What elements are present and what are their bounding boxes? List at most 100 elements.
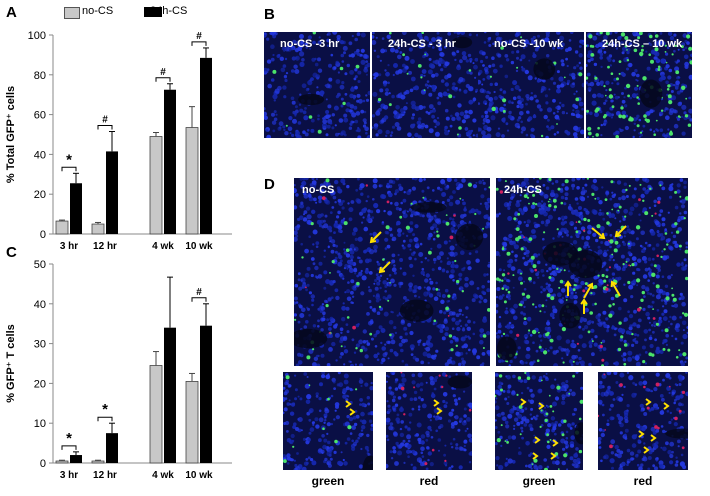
bar-24h-cs: [164, 327, 176, 463]
micrograph-d-caption: green: [522, 474, 556, 488]
y-tick-label: 40: [34, 299, 46, 311]
significance-bracket: [61, 166, 77, 172]
yellow-arrowhead: [587, 282, 594, 290]
significance-bracket: [191, 41, 207, 46]
bar-24h-cs: [70, 455, 82, 463]
bar-no-cs: [149, 136, 163, 235]
micrograph-texture: [294, 178, 490, 366]
yellow-chevron: [552, 439, 559, 447]
bar-24h-cs: [200, 57, 212, 235]
micrograph-texture: [495, 372, 583, 470]
yellow-chevron: [436, 407, 443, 415]
micrograph-b-label: no-CS -3 hr: [280, 38, 340, 50]
yellow-chevron: [349, 408, 356, 416]
micrograph-texture: [264, 32, 370, 138]
micrograph-d-no-cs: no-CS: [294, 178, 490, 366]
micrograph-d-label: 24h-CS: [504, 184, 542, 196]
significance-bracket: [97, 416, 113, 422]
y-tick-label: 0: [40, 458, 46, 470]
legend-label-24h-cs: 24h-CS: [150, 5, 188, 17]
micrograph-d-24h-cs: 24h-CS: [496, 178, 688, 366]
arrowhead-overlay: [520, 398, 559, 460]
y-tick-label: 0: [40, 229, 46, 241]
yellow-arrowhead: [598, 232, 606, 240]
significance-marker: *: [66, 151, 72, 168]
category-label: 12 hr: [93, 470, 117, 480]
yellow-arrowhead: [564, 280, 572, 287]
bar-no-cs: [55, 220, 69, 235]
significance-marker: *: [66, 430, 72, 447]
micrograph-b-4: 24h-CS – 10 wk: [586, 32, 692, 138]
yellow-arrow: [379, 261, 391, 273]
micrograph-d-label: no-CS: [302, 184, 335, 196]
bar-24h-cs: [70, 183, 82, 234]
category-label: 3 hr: [60, 241, 78, 250]
arrowhead-overlay: [638, 398, 670, 454]
category-label: 3 hr: [60, 470, 78, 480]
y-axis-label: % Total GFP⁺ cells: [5, 86, 17, 183]
significance-marker: #: [102, 115, 108, 126]
micrograph-b-label: no-CS -10 wk: [494, 38, 564, 50]
significance-marker: #: [160, 67, 166, 78]
yellow-arrowhead: [614, 230, 622, 238]
yellow-chevron: [638, 430, 645, 438]
bar-24h-cs: [106, 433, 118, 463]
yellow-chevron: [663, 402, 670, 410]
bar-24h-cs: [200, 325, 212, 463]
micrograph-d-small-1: [283, 372, 373, 470]
significance-bracket: [155, 77, 171, 82]
micrograph-texture: [283, 372, 373, 470]
micrograph-d-small-3: [495, 372, 583, 470]
arrow-overlay: [369, 231, 391, 274]
yellow-arrow: [370, 231, 382, 243]
legend-swatch-24h-cs: [144, 7, 162, 17]
yellow-chevron: [345, 400, 352, 408]
yellow-arrow: [611, 281, 621, 297]
legend-swatch-no-cs: [64, 7, 80, 19]
yellow-chevron: [550, 452, 557, 460]
arrowhead-overlay: [345, 400, 356, 416]
significance-bracket: [61, 445, 77, 450]
y-tick-label: 80: [34, 70, 46, 82]
bar-no-cs: [149, 365, 163, 464]
yellow-arrow: [591, 227, 605, 239]
bar-no-cs: [55, 460, 69, 464]
significance-bracket: [97, 125, 113, 130]
yellow-chevron: [520, 398, 527, 406]
panel-letter-c: C: [6, 244, 17, 261]
micrograph-b-3: no-CS -10 wk: [478, 32, 584, 138]
chart-c: 0 10 20 30 40 50 % GFP⁺ T cells * 3 hr * 12 hr 4 wk…: [5, 259, 232, 480]
legend-label-no-cs: no-CS: [82, 5, 114, 17]
micrograph-d-small-4: [598, 372, 688, 470]
y-tick-label: 40: [34, 149, 46, 161]
micrograph-b-label: 24h-CS – 10 wk: [602, 38, 683, 50]
category-label: 4 wk: [152, 241, 174, 250]
y-tick-label: 20: [34, 189, 46, 201]
micrograph-d-caption: green: [311, 474, 345, 488]
yellow-arrowhead: [580, 298, 588, 305]
yellow-chevron: [534, 436, 541, 444]
y-tick-label: 50: [34, 259, 46, 271]
y-tick-label: 20: [34, 378, 46, 390]
yellow-chevron: [645, 398, 652, 406]
panel-letter-d: D: [264, 176, 275, 193]
y-tick-label: 30: [34, 339, 46, 351]
y-axis-label: % GFP⁺ T cells: [5, 324, 17, 403]
micrograph-texture: [598, 372, 688, 470]
micrograph-b-label: 24h-CS - 3 hr: [388, 38, 456, 50]
significance-marker: #: [196, 287, 202, 298]
arrowhead-overlay: [433, 399, 443, 415]
category-label: 10 wk: [185, 241, 213, 250]
yellow-chevron: [643, 446, 650, 454]
y-tick-label: 100: [28, 30, 46, 42]
category-label: 4 wk: [152, 470, 174, 480]
bar-no-cs: [91, 223, 105, 235]
micrograph-b-1: no-CS -3 hr: [264, 32, 370, 138]
bar-24h-cs: [106, 151, 118, 234]
micrograph-texture: [478, 32, 584, 138]
yellow-chevron: [650, 434, 657, 442]
category-label: 10 wk: [185, 470, 213, 480]
panel-letter-b: B: [264, 6, 275, 23]
bar-no-cs: [185, 381, 199, 464]
bar-24h-cs: [164, 89, 176, 234]
